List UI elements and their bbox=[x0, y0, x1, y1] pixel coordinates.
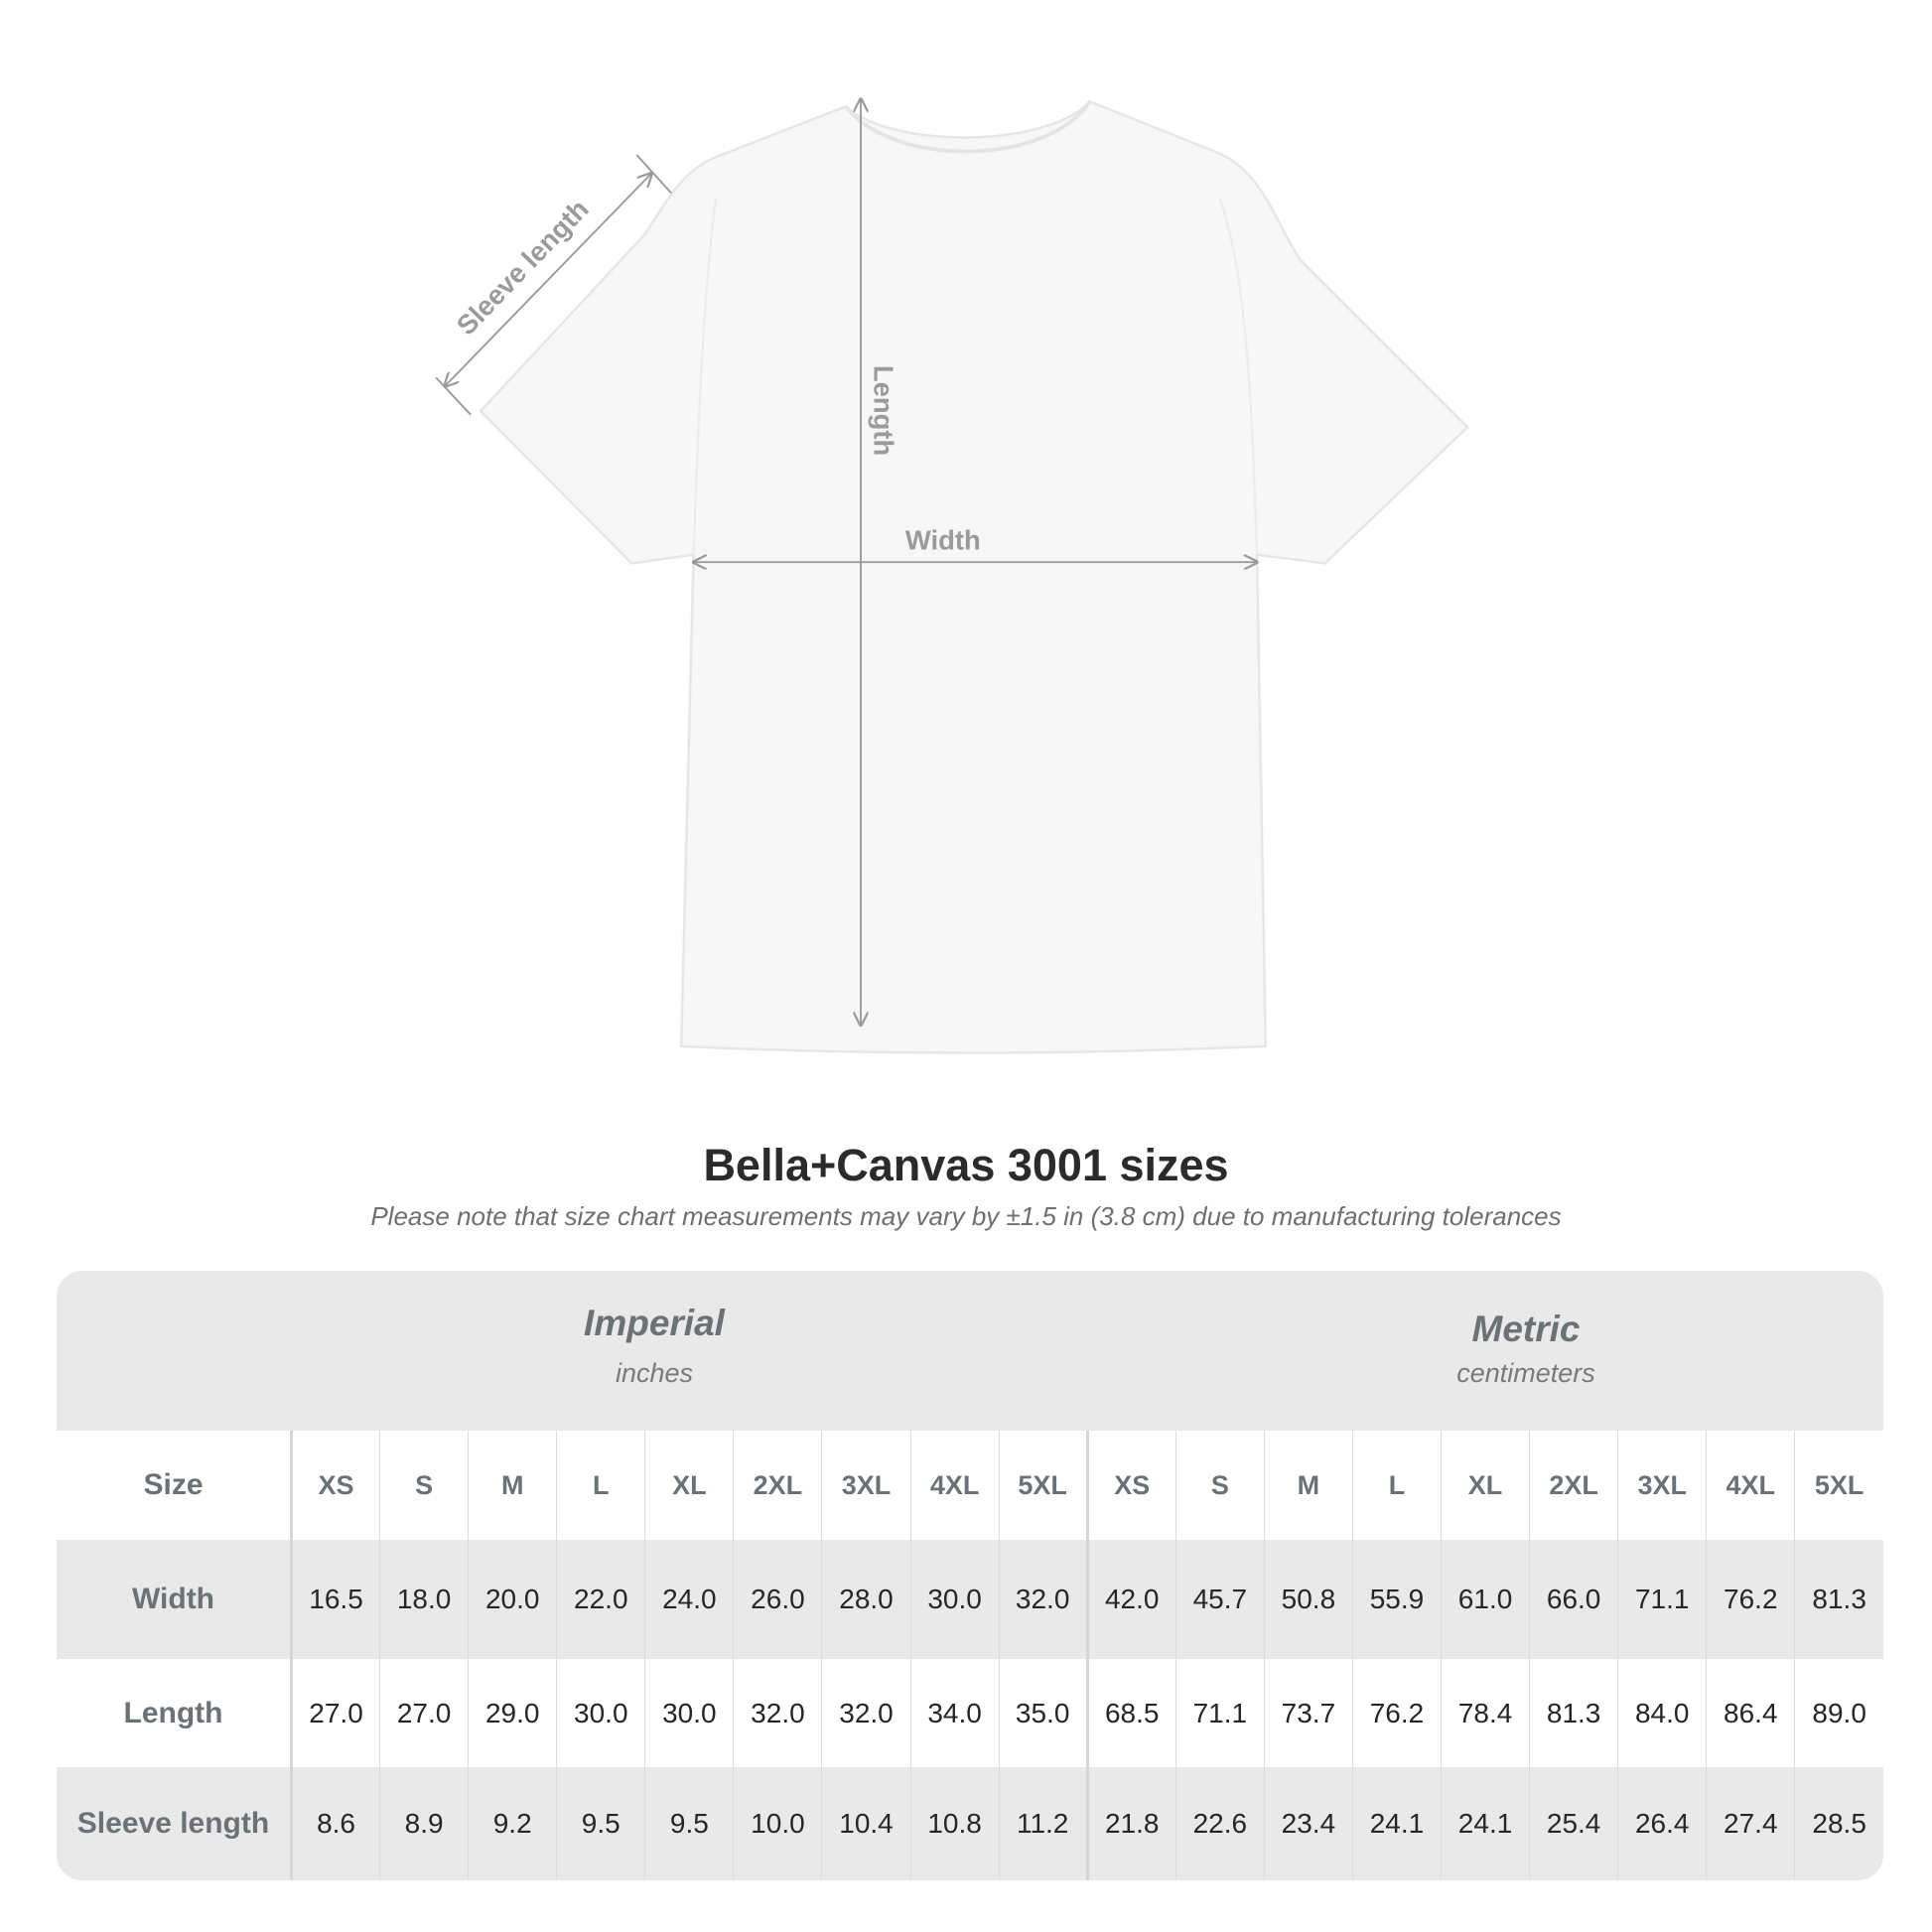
metric-title: Metric bbox=[1471, 1309, 1581, 1349]
size-header-row: Size XS S M L XL 2XL 3XL 4XL 5XL XS S M L XL 2XL 3XL 4XL 5… bbox=[57, 1431, 1883, 1540]
row-label: Width bbox=[57, 1540, 293, 1659]
metric-value-cell: 78.4 bbox=[1441, 1659, 1530, 1767]
imperial-value-cell: 27.0 bbox=[290, 1659, 380, 1767]
metric-size-4xl: 4XL bbox=[1706, 1431, 1795, 1540]
imperial-value-cell: 8.6 bbox=[290, 1767, 380, 1880]
imperial-value-cell: 32.0 bbox=[821, 1659, 911, 1767]
metric-size-xs: XS bbox=[1085, 1431, 1176, 1540]
row-label: Sleeve length bbox=[57, 1767, 293, 1880]
metric-size-m: M bbox=[1263, 1431, 1353, 1540]
imperial-size-3xl: 3XL bbox=[821, 1431, 911, 1540]
imperial-value-cell: 24.0 bbox=[644, 1540, 734, 1659]
imperial-value-cell: 34.0 bbox=[909, 1659, 1000, 1767]
metric-value-cell: 28.5 bbox=[1794, 1767, 1883, 1880]
metric-value-cell: 86.4 bbox=[1706, 1659, 1795, 1767]
imperial-size-l: L bbox=[556, 1431, 645, 1540]
width-label: Width bbox=[905, 525, 981, 556]
metric-value-cell: 73.7 bbox=[1263, 1659, 1353, 1767]
metric-header: Metric centimeters bbox=[1228, 1309, 1824, 1389]
metric-value-cell: 76.2 bbox=[1706, 1540, 1795, 1659]
page-title: Bella+Canvas 3001 sizes bbox=[703, 1140, 1229, 1190]
imperial-value-cell: 10.4 bbox=[821, 1767, 911, 1880]
length-label: Length bbox=[869, 365, 899, 456]
metric-value-cell: 27.4 bbox=[1706, 1767, 1795, 1880]
imperial-value-cell: 30.0 bbox=[644, 1659, 734, 1767]
imperial-value-cell: 30.0 bbox=[556, 1659, 645, 1767]
metric-value-cell: 71.1 bbox=[1174, 1659, 1265, 1767]
imperial-value-cell: 22.0 bbox=[556, 1540, 645, 1659]
imperial-value-cell: 29.0 bbox=[468, 1659, 557, 1767]
imperial-size-2xl: 2XL bbox=[733, 1431, 822, 1540]
imperial-size-xs: XS bbox=[290, 1431, 380, 1540]
imperial-value-cell: 20.0 bbox=[468, 1540, 557, 1659]
metric-size-l: L bbox=[1351, 1431, 1442, 1540]
imperial-header: Imperial inches bbox=[356, 1303, 952, 1389]
metric-value-cell: 71.1 bbox=[1617, 1540, 1707, 1659]
table-row: Sleeve length 8.6 8.9 9.2 9.5 9.5 10.0 10.4 10.8… bbox=[57, 1767, 1883, 1880]
tolerance-note: Please note that size chart measurements… bbox=[370, 1201, 1562, 1231]
metric-value-cell: 26.4 bbox=[1617, 1767, 1707, 1880]
metric-value-cell: 61.0 bbox=[1441, 1540, 1530, 1659]
imperial-size-5xl: 5XL bbox=[998, 1431, 1088, 1540]
tshirt-diagram: Sleeve length Length Width bbox=[435, 0, 1469, 1054]
imperial-size-m: M bbox=[468, 1431, 557, 1540]
metric-value-cell: 76.2 bbox=[1351, 1659, 1442, 1767]
imperial-size-xl: XL bbox=[644, 1431, 734, 1540]
metric-size-s: S bbox=[1174, 1431, 1265, 1540]
imperial-value-cell: 10.8 bbox=[909, 1767, 1000, 1880]
imperial-value-cell: 18.0 bbox=[379, 1540, 469, 1659]
metric-value-cell: 81.3 bbox=[1529, 1659, 1618, 1767]
imperial-unit: inches bbox=[615, 1358, 694, 1388]
imperial-value-cell: 32.0 bbox=[733, 1659, 822, 1767]
metric-value-cell: 66.0 bbox=[1529, 1540, 1618, 1659]
imperial-value-cell: 27.0 bbox=[379, 1659, 469, 1767]
table-row: Width 16.5 18.0 20.0 22.0 24.0 26.0 28.0 30.0 32.… bbox=[57, 1540, 1883, 1659]
imperial-value-cell: 35.0 bbox=[998, 1659, 1088, 1767]
imperial-value-cell: 10.0 bbox=[733, 1767, 822, 1880]
metric-value-cell: 81.3 bbox=[1794, 1540, 1883, 1659]
imperial-value-cell: 16.5 bbox=[290, 1540, 380, 1659]
metric-value-cell: 24.1 bbox=[1441, 1767, 1530, 1880]
metric-value-cell: 25.4 bbox=[1529, 1767, 1618, 1880]
metric-value-cell: 50.8 bbox=[1263, 1540, 1353, 1659]
metric-value-cell: 89.0 bbox=[1794, 1659, 1883, 1767]
metric-value-cell: 21.8 bbox=[1085, 1767, 1176, 1880]
metric-size-xl: XL bbox=[1441, 1431, 1530, 1540]
metric-unit: centimeters bbox=[1456, 1358, 1595, 1388]
imperial-size-4xl: 4XL bbox=[909, 1431, 1000, 1540]
size-grid: Size XS S M L XL 2XL 3XL 4XL 5XL XS S M L XL 2XL 3XL 4XL 5… bbox=[57, 1431, 1883, 1880]
size-header-label: Size bbox=[57, 1431, 293, 1540]
size-chart-table: Imperial inches Metric centimeters Size X… bbox=[57, 1271, 1883, 1880]
metric-value-cell: 23.4 bbox=[1263, 1767, 1353, 1880]
metric-value-cell: 68.5 bbox=[1085, 1659, 1176, 1767]
metric-size-3xl: 3XL bbox=[1617, 1431, 1707, 1540]
imperial-value-cell: 28.0 bbox=[821, 1540, 911, 1659]
row-label: Length bbox=[57, 1659, 293, 1767]
tshirt-shape bbox=[479, 99, 1469, 1054]
imperial-value-cell: 32.0 bbox=[998, 1540, 1088, 1659]
imperial-title: Imperial bbox=[584, 1303, 725, 1343]
imperial-value-cell: 9.2 bbox=[468, 1767, 557, 1880]
sleeve-measure-line bbox=[445, 174, 651, 387]
imperial-value-cell: 9.5 bbox=[556, 1767, 645, 1880]
metric-value-cell: 55.9 bbox=[1351, 1540, 1442, 1659]
table-row: Length 27.0 27.0 29.0 30.0 30.0 32.0 32.0 34.0 35… bbox=[57, 1659, 1883, 1767]
imperial-value-cell: 11.2 bbox=[998, 1767, 1088, 1880]
metric-size-2xl: 2XL bbox=[1529, 1431, 1618, 1540]
metric-value-cell: 84.0 bbox=[1617, 1659, 1707, 1767]
metric-size-5xl: 5XL bbox=[1794, 1431, 1883, 1540]
imperial-value-cell: 26.0 bbox=[733, 1540, 822, 1659]
imperial-value-cell: 9.5 bbox=[644, 1767, 734, 1880]
imperial-value-cell: 8.9 bbox=[379, 1767, 469, 1880]
imperial-value-cell: 30.0 bbox=[909, 1540, 1000, 1659]
imperial-size-s: S bbox=[379, 1431, 469, 1540]
metric-value-cell: 45.7 bbox=[1174, 1540, 1265, 1659]
metric-value-cell: 24.1 bbox=[1351, 1767, 1442, 1880]
metric-value-cell: 42.0 bbox=[1085, 1540, 1176, 1659]
metric-value-cell: 22.6 bbox=[1174, 1767, 1265, 1880]
